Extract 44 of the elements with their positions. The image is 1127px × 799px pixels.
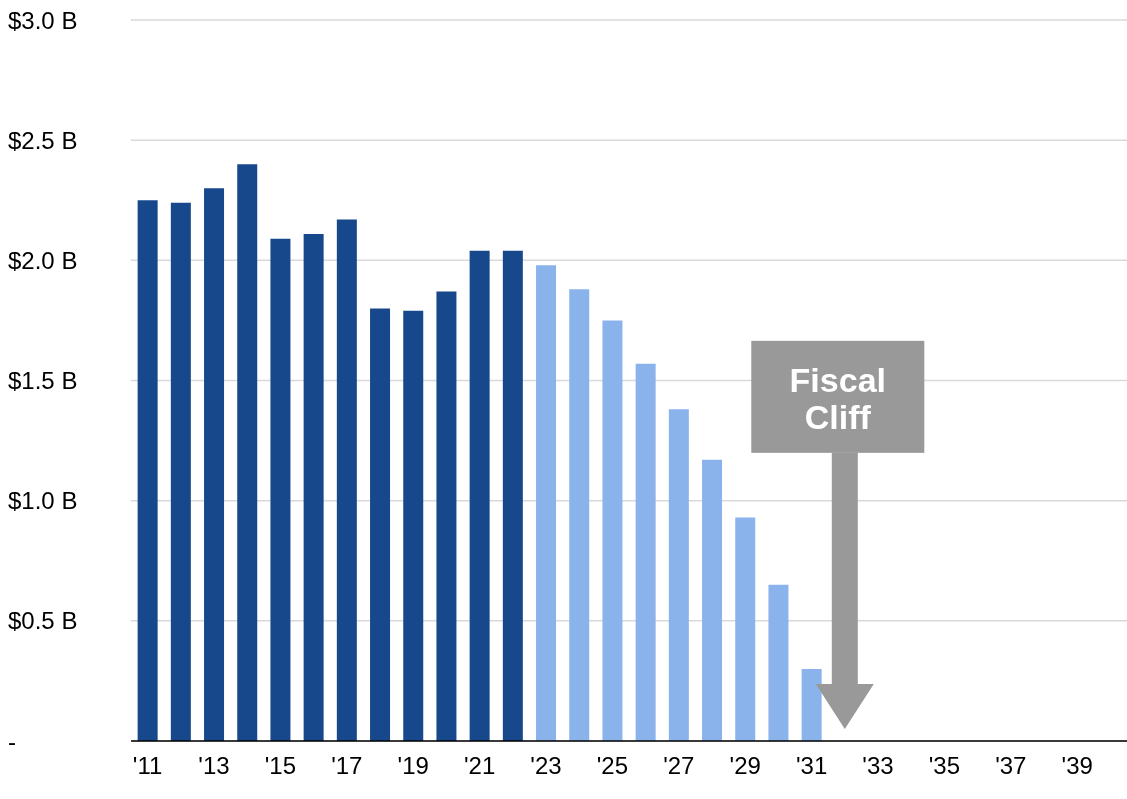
bar <box>403 310 424 741</box>
y-tick-label: $1.0 B <box>8 487 78 515</box>
bar <box>170 202 191 741</box>
x-tick-label: '23 <box>530 752 562 780</box>
bar <box>602 320 623 741</box>
bar <box>336 219 357 741</box>
bar <box>668 409 689 741</box>
y-tick-label: $2.0 B <box>8 246 78 274</box>
x-tick-label: '15 <box>264 752 297 780</box>
x-tick-label: '39 <box>1061 752 1093 780</box>
x-tick-label: '31 <box>795 752 828 780</box>
bar <box>270 238 291 741</box>
x-tick-label: '25 <box>596 752 629 780</box>
x-tick-label: '35 <box>928 752 961 780</box>
y-tick-label: $0.5 B <box>8 607 78 635</box>
bar <box>370 308 391 741</box>
x-tick-label: '19 <box>397 752 429 780</box>
y-tick-label: $3.0 B <box>8 6 78 34</box>
bar <box>702 459 723 741</box>
bar <box>635 363 656 741</box>
x-tick-label: '11 <box>132 752 163 780</box>
bar <box>137 200 158 741</box>
x-tick-label: '37 <box>995 752 1027 780</box>
bar <box>569 289 590 741</box>
annotation: Fiscal Cliff <box>789 360 886 437</box>
x-tick-label: '27 <box>663 752 695 780</box>
bar <box>469 250 490 741</box>
x-tick-label: '33 <box>862 752 894 780</box>
y-tick-label: - <box>8 727 16 755</box>
bar <box>801 668 822 741</box>
y-tick-label: $2.5 B <box>8 126 78 154</box>
x-tick-label: '21 <box>463 752 496 780</box>
x-tick-label: '29 <box>729 752 761 780</box>
y-tick-label: $1.5 B <box>8 367 78 395</box>
bar <box>536 265 557 741</box>
bar <box>735 517 756 741</box>
x-tick-label: '13 <box>198 752 230 780</box>
bar <box>237 164 258 741</box>
bar <box>502 250 523 741</box>
bar <box>204 188 225 741</box>
bar <box>436 291 457 741</box>
bar <box>303 233 324 741</box>
x-tick-label: '17 <box>331 752 363 780</box>
bar <box>768 584 789 741</box>
